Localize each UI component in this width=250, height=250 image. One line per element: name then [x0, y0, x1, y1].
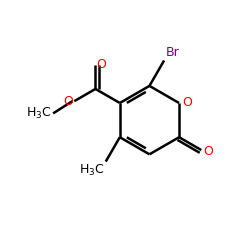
Text: O: O: [97, 58, 106, 71]
Text: Br: Br: [165, 46, 179, 59]
Text: H$_3$C: H$_3$C: [26, 106, 52, 121]
Text: H$_3$C: H$_3$C: [79, 163, 104, 178]
Text: O: O: [63, 95, 73, 108]
Text: O: O: [203, 145, 213, 158]
Text: O: O: [183, 96, 192, 110]
